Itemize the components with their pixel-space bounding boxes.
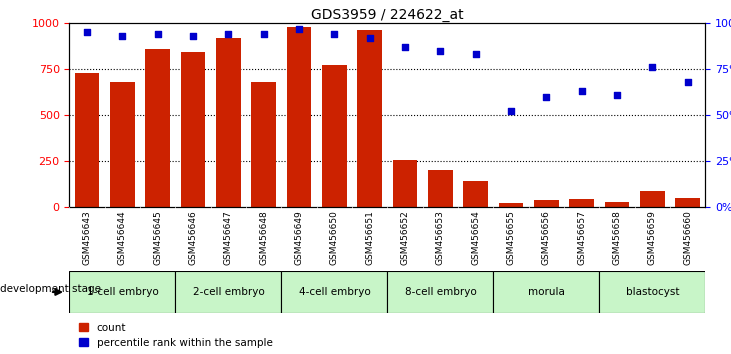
Bar xyxy=(322,65,346,207)
Bar xyxy=(69,271,175,313)
Point xyxy=(222,31,234,37)
Bar xyxy=(145,49,170,207)
Point xyxy=(646,64,658,70)
Bar xyxy=(110,82,135,207)
Text: GSM456644: GSM456644 xyxy=(118,210,127,265)
Bar xyxy=(675,198,700,207)
Text: GSM456646: GSM456646 xyxy=(189,210,197,265)
Text: morula: morula xyxy=(528,287,565,297)
Text: GSM456653: GSM456653 xyxy=(436,210,445,265)
Text: GSM456654: GSM456654 xyxy=(471,210,480,265)
Bar xyxy=(499,203,523,207)
Bar xyxy=(181,52,205,207)
Bar xyxy=(534,200,558,207)
Point xyxy=(611,92,623,98)
Point xyxy=(434,48,446,53)
Title: GDS3959 / 224622_at: GDS3959 / 224622_at xyxy=(311,8,463,22)
Bar xyxy=(463,181,488,207)
Point xyxy=(152,31,164,37)
Bar xyxy=(569,199,594,207)
Bar xyxy=(281,271,387,313)
Point xyxy=(293,26,305,32)
Bar xyxy=(393,160,417,207)
Bar xyxy=(605,201,629,207)
Text: development stage: development stage xyxy=(0,284,101,293)
Point xyxy=(505,109,517,114)
Bar xyxy=(599,271,705,313)
Text: 8-cell embryo: 8-cell embryo xyxy=(404,287,477,297)
Text: GSM456652: GSM456652 xyxy=(401,210,409,265)
Point xyxy=(470,51,482,57)
Bar xyxy=(640,192,664,207)
Text: GSM456645: GSM456645 xyxy=(154,210,162,265)
Text: 4-cell embryo: 4-cell embryo xyxy=(298,287,371,297)
Text: 1-cell embryo: 1-cell embryo xyxy=(86,287,159,297)
Text: GSM456648: GSM456648 xyxy=(260,210,268,265)
Text: GSM456657: GSM456657 xyxy=(577,210,586,265)
Bar xyxy=(216,38,240,207)
Point xyxy=(81,29,93,35)
Point xyxy=(682,79,694,85)
Bar xyxy=(428,170,452,207)
Point xyxy=(399,44,411,50)
Bar xyxy=(357,30,382,207)
Bar xyxy=(251,82,276,207)
Bar xyxy=(175,271,281,313)
Text: GSM456649: GSM456649 xyxy=(295,210,303,265)
Point xyxy=(187,33,199,39)
Legend: count, percentile rank within the sample: count, percentile rank within the sample xyxy=(75,319,276,352)
Point xyxy=(364,35,376,41)
Text: 2-cell embryo: 2-cell embryo xyxy=(192,287,265,297)
Bar xyxy=(493,271,599,313)
Bar xyxy=(387,271,493,313)
Text: GSM456650: GSM456650 xyxy=(330,210,339,265)
Text: GSM456658: GSM456658 xyxy=(613,210,621,265)
Bar xyxy=(287,27,311,207)
Text: GSM456643: GSM456643 xyxy=(83,210,91,265)
Text: GSM456647: GSM456647 xyxy=(224,210,233,265)
Point xyxy=(540,94,552,99)
Point xyxy=(258,31,270,37)
Text: blastocyst: blastocyst xyxy=(626,287,679,297)
Text: GSM456651: GSM456651 xyxy=(366,210,374,265)
Point xyxy=(116,33,129,39)
Text: GSM456659: GSM456659 xyxy=(648,210,657,265)
Text: GSM456660: GSM456660 xyxy=(683,210,692,265)
Text: GSM456655: GSM456655 xyxy=(507,210,515,265)
Point xyxy=(576,88,588,94)
Text: GSM456656: GSM456656 xyxy=(542,210,551,265)
Bar xyxy=(75,73,99,207)
Point xyxy=(328,31,340,37)
